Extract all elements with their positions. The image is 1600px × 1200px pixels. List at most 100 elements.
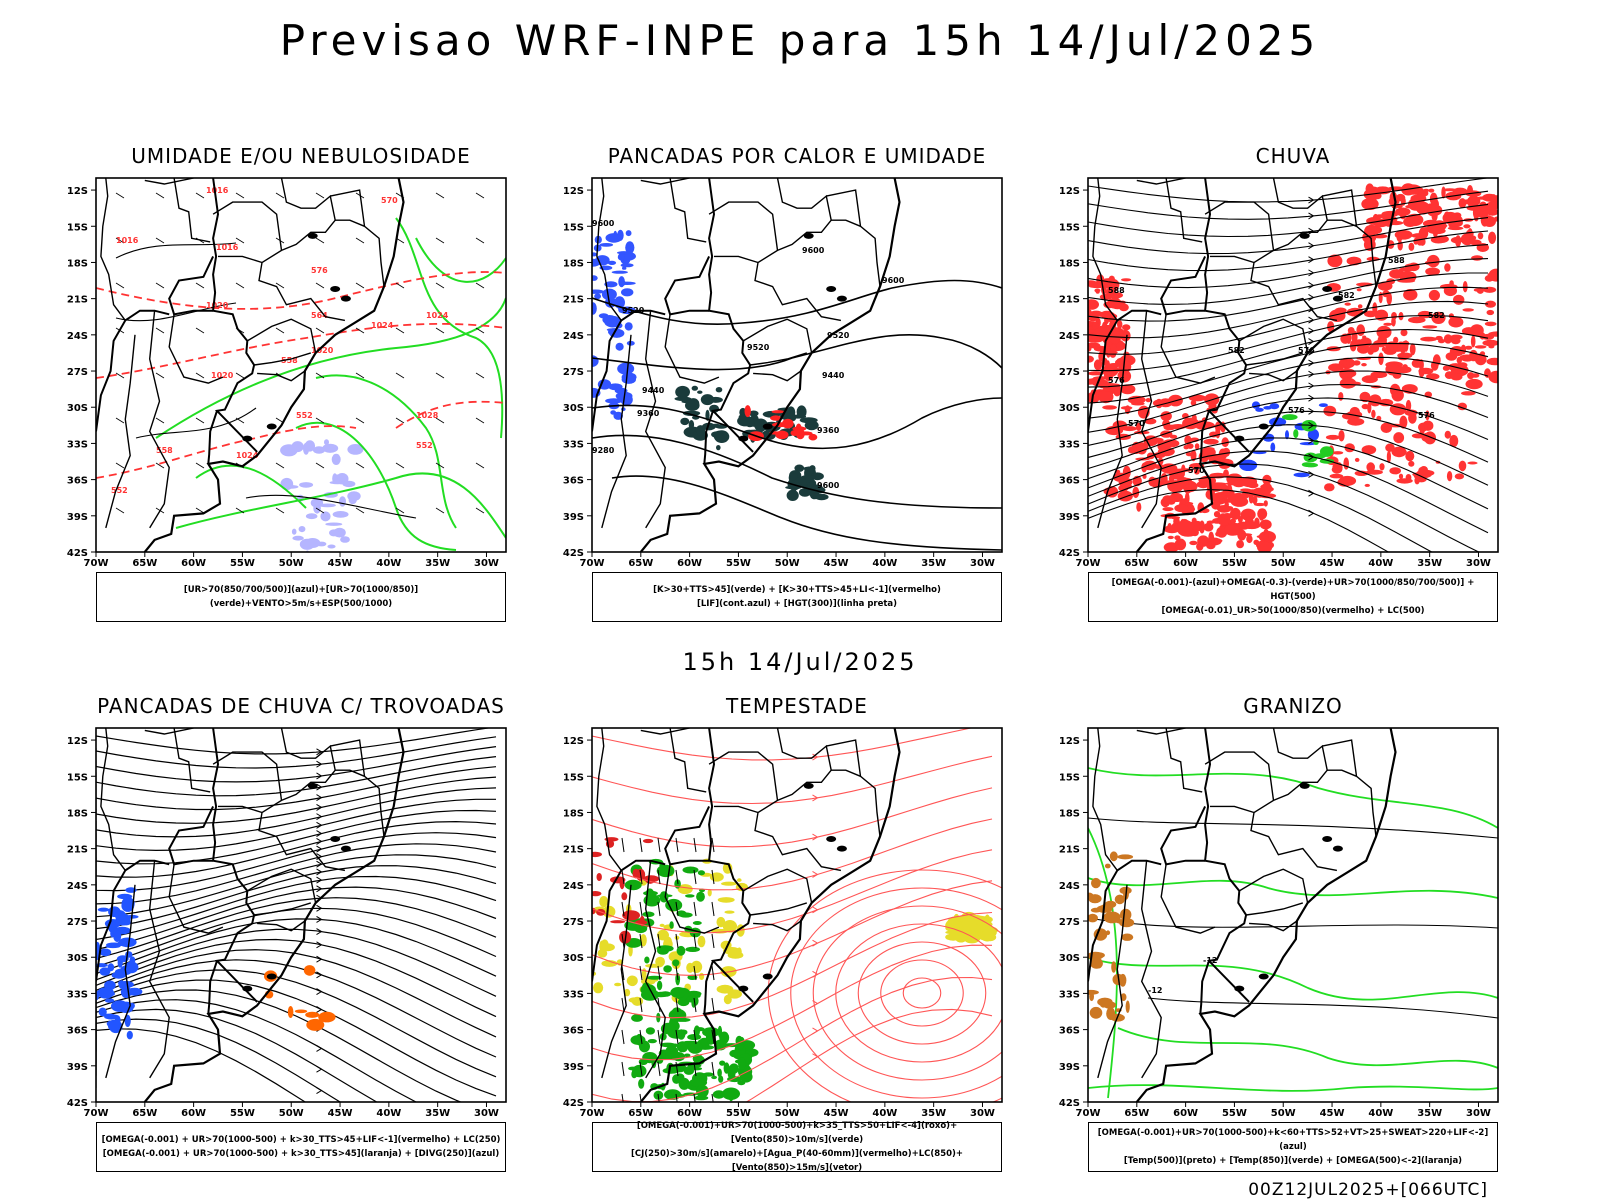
shaded-area <box>1199 520 1205 534</box>
contour-line <box>611 475 1002 551</box>
wind-vector <box>711 997 715 1013</box>
wind-vector <box>711 933 715 949</box>
lake-marker <box>340 845 351 852</box>
contour-label: 1024 <box>371 321 394 330</box>
shaded-area <box>1364 483 1370 487</box>
shaded-area <box>1467 372 1475 380</box>
panel-legend: [OMEGA(-0.001)+UR>70(1000-500)+k>35_TTS>… <box>592 1121 1002 1173</box>
streamline-arrow <box>1308 489 1315 497</box>
state-border <box>1204 178 1250 453</box>
shaded-area <box>691 385 698 391</box>
streamline-arrow <box>1308 196 1315 204</box>
lat-tick-label: 15S <box>563 222 584 233</box>
contour-label: 1016 <box>206 186 229 195</box>
shaded-area <box>109 1020 123 1034</box>
wind-arrow <box>235 417 245 424</box>
shaded-area <box>642 911 655 918</box>
shaded-area <box>1471 255 1484 261</box>
streamline <box>96 809 497 865</box>
shaded-area <box>1093 327 1112 338</box>
shaded-area <box>1104 863 1111 869</box>
shaded-area <box>810 472 824 481</box>
shaded-area <box>1102 405 1117 410</box>
state-border <box>1088 859 1162 982</box>
state-border <box>173 728 211 793</box>
wind-arrow <box>475 372 485 379</box>
contour-line <box>195 464 307 509</box>
wind-vector <box>675 1029 679 1045</box>
shaded-area <box>670 987 687 998</box>
lat-tick-label: 21S <box>1059 845 1080 856</box>
shaded-area <box>727 1076 743 1083</box>
shaded-area <box>1378 352 1384 366</box>
shaded-area <box>1243 521 1261 530</box>
shaded-area <box>1204 447 1215 451</box>
shaded-area <box>1462 308 1474 312</box>
wind-arrow <box>275 282 285 289</box>
lake-marker <box>242 985 253 992</box>
shaded-area <box>1445 352 1458 361</box>
wind-arrow <box>435 192 445 199</box>
shaded-area <box>1488 344 1495 349</box>
lat-tick-label: 21S <box>563 295 584 306</box>
shaded-area <box>680 417 690 426</box>
shaded-area <box>689 1078 708 1087</box>
streamline <box>592 728 974 761</box>
contour-line <box>592 434 1002 509</box>
shaded-area <box>685 431 691 437</box>
lon-tick-label: 35W <box>921 1108 946 1119</box>
lon-tick-label: 65W <box>1124 1108 1149 1119</box>
shaded-area <box>108 922 118 934</box>
shaded-area <box>647 1039 657 1044</box>
shaded-area <box>1449 434 1459 448</box>
shaded-area <box>618 281 636 285</box>
shaded-area <box>104 998 115 1003</box>
streamline <box>592 818 993 891</box>
shaded-area <box>1122 324 1131 331</box>
contour-label: 570 <box>1128 419 1145 428</box>
state-border <box>1092 728 1118 871</box>
shaded-area <box>1111 961 1117 973</box>
streamline <box>96 875 497 941</box>
shaded-area <box>1366 462 1375 472</box>
lat-tick-label: 15S <box>67 772 88 783</box>
streamline-arrow <box>316 876 323 884</box>
shaded-area <box>1383 322 1393 326</box>
shaded-area <box>665 898 683 912</box>
shaded-area <box>1093 359 1103 371</box>
lake-marker <box>826 835 837 842</box>
shaded-area <box>724 910 735 914</box>
coastline <box>143 178 405 552</box>
state-border <box>96 309 170 432</box>
shaded-area <box>292 535 304 541</box>
lat-tick-label: 15S <box>563 772 584 783</box>
state-border <box>212 728 258 1003</box>
state-border <box>254 352 312 366</box>
shaded-area <box>1247 482 1259 489</box>
shaded-area <box>676 945 686 956</box>
shaded-area <box>1339 377 1357 389</box>
shaded-area <box>1162 507 1174 512</box>
streamline <box>857 941 987 1045</box>
streamline <box>96 886 497 951</box>
state-border <box>258 728 346 872</box>
shaded-area <box>97 907 110 912</box>
streamline-arrow <box>316 748 323 756</box>
legend-line: [K>30+TTS>45](verde) + [K>30+TTS>45+LI<-… <box>653 585 941 595</box>
streamline-arrow <box>316 1065 323 1073</box>
lat-tick-label: 12S <box>1059 736 1080 747</box>
shaded-area <box>320 511 331 522</box>
lat-tick-label: 39S <box>563 1062 584 1073</box>
lat-tick-label: 33S <box>563 989 584 1000</box>
shaded-area <box>599 896 609 908</box>
wind-vector <box>657 965 661 981</box>
wind-arrow <box>355 462 365 469</box>
shaded-area <box>799 417 818 424</box>
shaded-area <box>1388 198 1395 206</box>
shaded-area <box>1093 928 1108 941</box>
lat-tick-label: 42S <box>563 1098 584 1109</box>
wind-arrow <box>435 282 445 289</box>
shaded-area <box>1361 403 1369 410</box>
shaded-area <box>125 951 133 958</box>
